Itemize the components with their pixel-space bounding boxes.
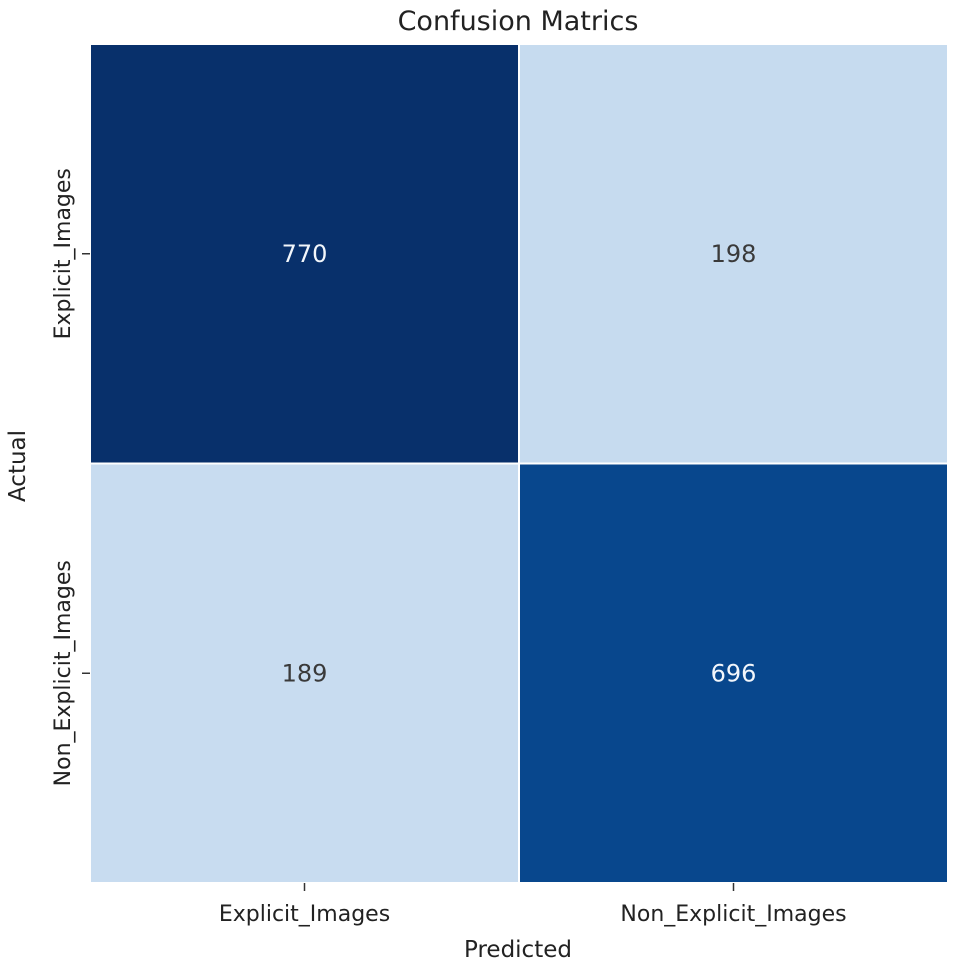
cell-value-label: 189 — [282, 659, 328, 687]
cell-value-label: 198 — [711, 240, 757, 268]
x-tick-label: Explicit_Images — [219, 902, 390, 927]
heatmap-cell-1-1 — [518, 462, 949, 884]
x-axis-label: Predicted — [464, 937, 572, 963]
heatmap-cell-0-0 — [89, 43, 520, 465]
heatmap-cells: 770 198 189 696 — [89, 43, 949, 884]
heatmap-cell-0-1 — [518, 43, 949, 465]
chart-title: Confusion Matrics — [398, 6, 639, 37]
cell-value-label: 696 — [711, 659, 757, 687]
y-axis-label: Actual — [5, 430, 31, 502]
cell-value-label: 770 — [282, 240, 328, 268]
heatmap-cell-1-0 — [89, 462, 520, 884]
y-tick-label: Non_Explicit_Images — [51, 560, 76, 786]
y-tick-label: Explicit_Images — [51, 168, 76, 339]
x-tick-label: Non_Explicit_Images — [620, 902, 846, 927]
axis-ticks: Explicit_Images Non_Explicit_Images Explic… — [51, 168, 847, 927]
